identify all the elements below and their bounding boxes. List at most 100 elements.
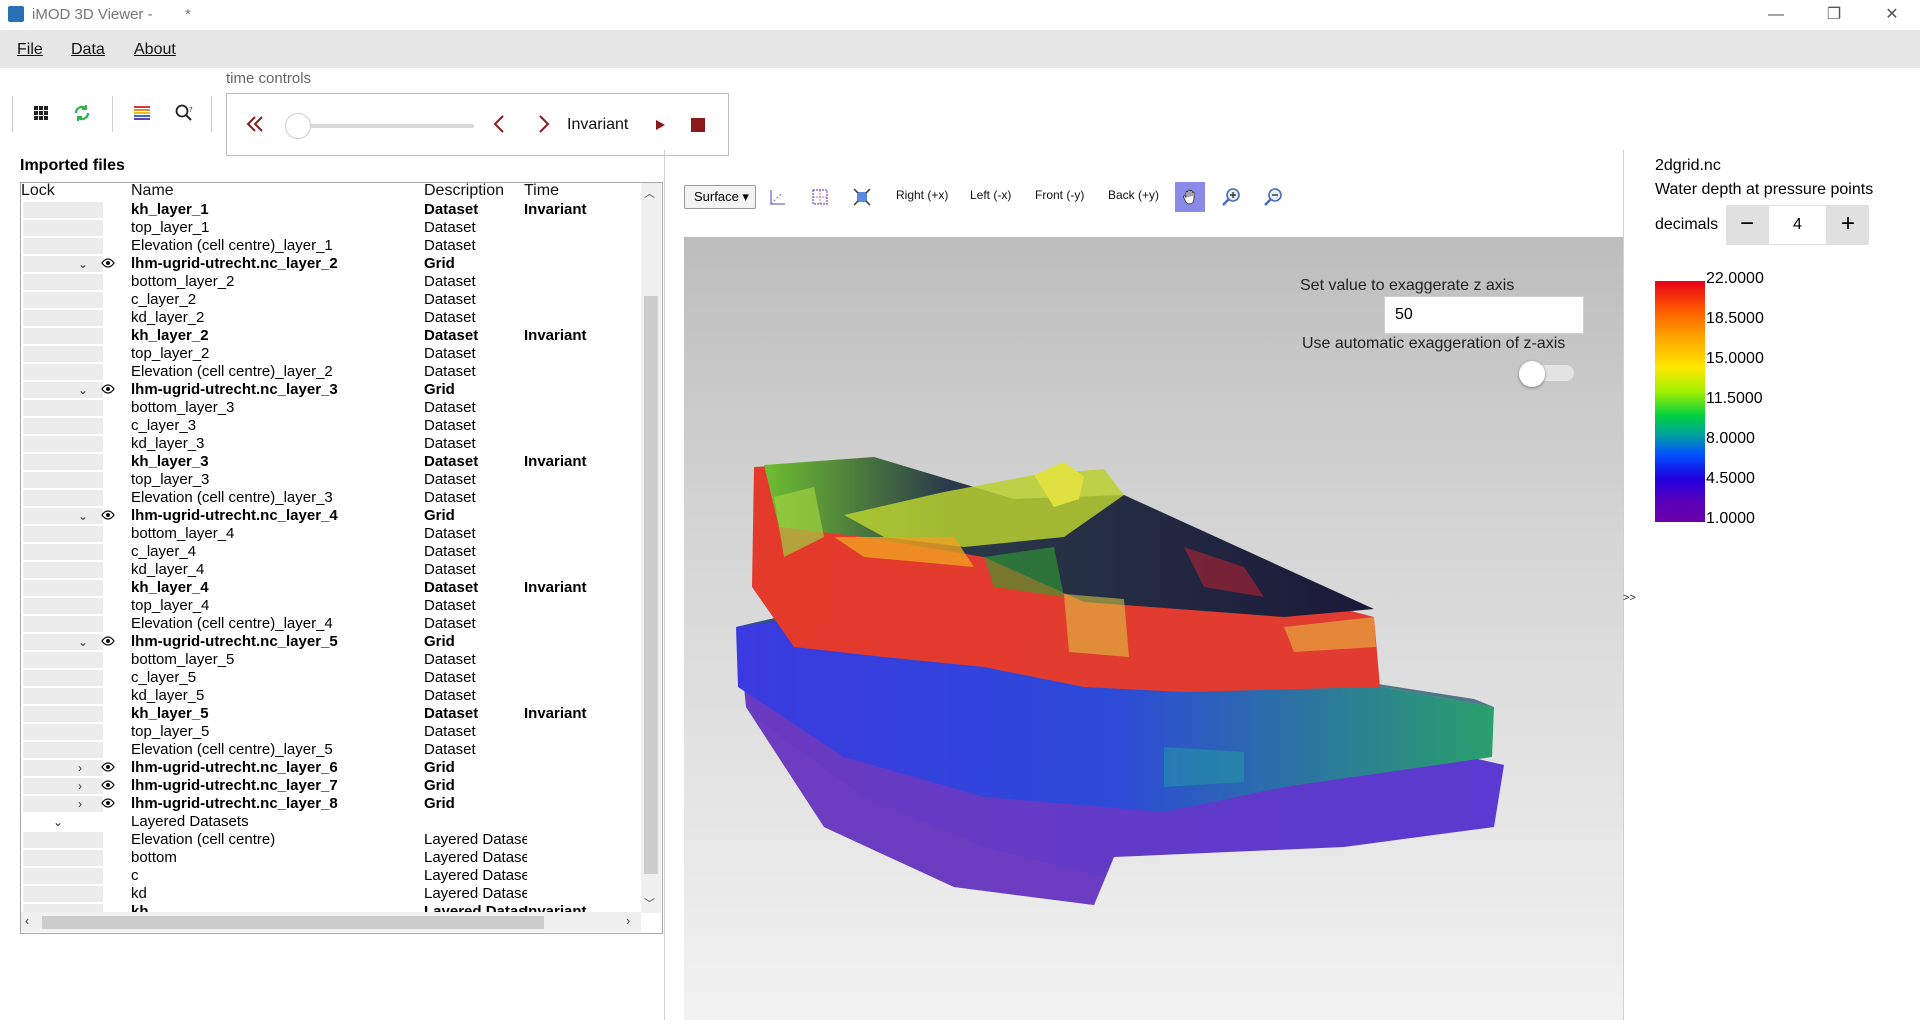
menu-file[interactable]: File bbox=[17, 41, 43, 58]
tree-row[interactable]: c Layered Dataset bbox=[21, 867, 641, 885]
pane-divider[interactable] bbox=[664, 150, 665, 1020]
lock-cell[interactable] bbox=[23, 346, 103, 362]
lock-cell[interactable] bbox=[23, 778, 103, 794]
next-step-icon[interactable] bbox=[531, 112, 555, 141]
colormap-icon[interactable] bbox=[128, 99, 156, 127]
tree-row[interactable]: › lhm-ugrid-utrecht.nc_layer_8 Grid bbox=[21, 795, 641, 813]
tree-row[interactable]: kd_layer_3 Dataset bbox=[21, 435, 641, 453]
tree-row[interactable]: bottom_layer_3 Dataset bbox=[21, 399, 641, 417]
grid-icon[interactable] bbox=[27, 99, 55, 127]
lock-cell[interactable] bbox=[23, 562, 103, 578]
zoom-query-icon[interactable]: ? bbox=[170, 99, 198, 127]
tree-row[interactable]: ⌄ lhm-ugrid-utrecht.nc_layer_3 Grid bbox=[21, 381, 641, 399]
surface-mode-dropdown[interactable]: Surface ▾ bbox=[684, 185, 756, 209]
tree-row[interactable]: top_layer_1 Dataset bbox=[21, 219, 641, 237]
tree-row[interactable]: top_layer_3 Dataset bbox=[21, 471, 641, 489]
tree-row[interactable]: ⌄ lhm-ugrid-utrecht.nc_layer_2 Grid bbox=[21, 255, 641, 273]
tree-row[interactable]: kd_layer_4 Dataset bbox=[21, 561, 641, 579]
scroll-up-icon[interactable]: ︿ bbox=[644, 188, 655, 200]
lock-cell[interactable] bbox=[23, 706, 103, 722]
lock-cell[interactable] bbox=[23, 382, 103, 398]
lock-cell[interactable] bbox=[23, 634, 103, 650]
zoom-in-icon[interactable] bbox=[1220, 186, 1242, 213]
lock-cell[interactable] bbox=[23, 742, 103, 758]
chevron-down-icon[interactable]: ⌄ bbox=[78, 383, 89, 397]
lock-cell[interactable] bbox=[23, 670, 103, 686]
tree-row[interactable]: ⌄ Layered Datasets bbox=[21, 813, 641, 831]
pan-hand-icon[interactable] bbox=[1175, 182, 1205, 212]
lock-cell[interactable] bbox=[23, 202, 103, 218]
restore-button[interactable]: ❐ bbox=[1826, 6, 1842, 23]
tree-row[interactable]: ⌄ lhm-ugrid-utrecht.nc_layer_4 Grid bbox=[21, 507, 641, 525]
lock-cell[interactable] bbox=[23, 400, 103, 416]
lock-cell[interactable] bbox=[23, 832, 103, 848]
chevron-right-icon[interactable]: › bbox=[78, 797, 82, 811]
column-header-time[interactable]: Time bbox=[524, 182, 559, 199]
column-header-lock[interactable]: Lock bbox=[21, 182, 55, 199]
tree-row[interactable]: Elevation (cell centre)_layer_2 Dataset bbox=[21, 363, 641, 381]
chevron-right-icon[interactable]: › bbox=[78, 779, 82, 793]
minimize-button[interactable]: — bbox=[1768, 6, 1784, 23]
menu-about[interactable]: About bbox=[134, 41, 176, 58]
lock-cell[interactable] bbox=[23, 508, 103, 524]
bounding-box-icon[interactable] bbox=[810, 187, 830, 212]
lock-cell[interactable] bbox=[23, 598, 103, 614]
auto-exaggeration-toggle-knob[interactable] bbox=[1519, 361, 1545, 387]
visibility-eye-icon[interactable] bbox=[101, 795, 115, 813]
decimals-decrement-button[interactable]: − bbox=[1726, 205, 1768, 245]
decimals-increment-button[interactable]: + bbox=[1827, 205, 1869, 245]
lock-cell[interactable] bbox=[23, 292, 103, 308]
lock-cell[interactable] bbox=[23, 436, 103, 452]
tree-row[interactable]: › lhm-ugrid-utrecht.nc_layer_7 Grid bbox=[21, 777, 641, 795]
tree-row[interactable]: kh_layer_3 Dataset Invariant bbox=[21, 453, 641, 471]
tree-row[interactable]: › lhm-ugrid-utrecht.nc_layer_6 Grid bbox=[21, 759, 641, 777]
tree-row[interactable]: kh_layer_5 Dataset Invariant bbox=[21, 705, 641, 723]
lock-cell[interactable] bbox=[23, 760, 103, 776]
lock-cell[interactable] bbox=[23, 868, 103, 884]
lock-cell[interactable] bbox=[23, 490, 103, 506]
tree-row[interactable]: bottom_layer_4 Dataset bbox=[21, 525, 641, 543]
time-slider-track[interactable] bbox=[298, 124, 474, 128]
tree-row[interactable]: Elevation (cell centre)_layer_5 Dataset bbox=[21, 741, 641, 759]
visibility-eye-icon[interactable] bbox=[101, 633, 115, 651]
refresh-icon[interactable] bbox=[68, 99, 96, 127]
play-icon[interactable] bbox=[652, 117, 668, 138]
tree-row[interactable]: ⌄ lhm-ugrid-utrecht.nc_layer_5 Grid bbox=[21, 633, 641, 651]
tree-row[interactable]: top_layer_2 Dataset bbox=[21, 345, 641, 363]
tree-row[interactable]: c_layer_2 Dataset bbox=[21, 291, 641, 309]
lock-cell[interactable] bbox=[23, 454, 103, 470]
visibility-eye-icon[interactable] bbox=[101, 759, 115, 777]
scroll-down-icon[interactable]: ﹀ bbox=[644, 898, 655, 910]
tree-row[interactable]: kd_layer_2 Dataset bbox=[21, 309, 641, 327]
lock-cell[interactable] bbox=[23, 274, 103, 290]
chevron-down-icon[interactable]: ⌄ bbox=[78, 257, 89, 271]
legend-pane-divider[interactable] bbox=[1623, 150, 1624, 1020]
tree-row[interactable]: kh_layer_1 Dataset Invariant bbox=[21, 201, 641, 219]
tree-row[interactable]: Elevation (cell centre)_layer_3 Dataset bbox=[21, 489, 641, 507]
scroll-left-icon[interactable]: ‹ bbox=[25, 913, 30, 928]
lock-cell[interactable] bbox=[23, 616, 103, 632]
axes-icon[interactable] bbox=[768, 187, 788, 212]
tree-row[interactable]: c_layer_5 Dataset bbox=[21, 669, 641, 687]
exaggeration-input[interactable]: 50 bbox=[1384, 296, 1584, 334]
lock-cell[interactable] bbox=[23, 580, 103, 596]
tree-horizontal-scroll-thumb[interactable] bbox=[42, 916, 544, 929]
tree-row[interactable]: top_layer_4 Dataset bbox=[21, 597, 641, 615]
lock-cell[interactable] bbox=[23, 688, 103, 704]
decimals-input[interactable]: 4 bbox=[1768, 205, 1827, 245]
tree-row[interactable]: kd Layered Dataset bbox=[21, 885, 641, 903]
tree-row[interactable]: c_layer_4 Dataset bbox=[21, 543, 641, 561]
tree-row[interactable]: Elevation (cell centre)_layer_4 Dataset bbox=[21, 615, 641, 633]
lock-cell[interactable] bbox=[23, 472, 103, 488]
collapse-panel-button[interactable]: >> bbox=[1623, 592, 1636, 604]
tree-row[interactable]: c_layer_3 Dataset bbox=[21, 417, 641, 435]
lock-cell[interactable] bbox=[23, 886, 103, 902]
tree-row[interactable]: Elevation (cell centre)_layer_1 Dataset bbox=[21, 237, 641, 255]
menu-data[interactable]: Data bbox=[71, 41, 105, 58]
visibility-eye-icon[interactable] bbox=[101, 255, 115, 273]
tree-row[interactable]: kh_layer_4 Dataset Invariant bbox=[21, 579, 641, 597]
lock-cell[interactable] bbox=[23, 850, 103, 866]
lock-cell[interactable] bbox=[23, 328, 103, 344]
tree-row[interactable]: kh_layer_2 Dataset Invariant bbox=[21, 327, 641, 345]
previous-step-icon[interactable] bbox=[488, 112, 512, 141]
